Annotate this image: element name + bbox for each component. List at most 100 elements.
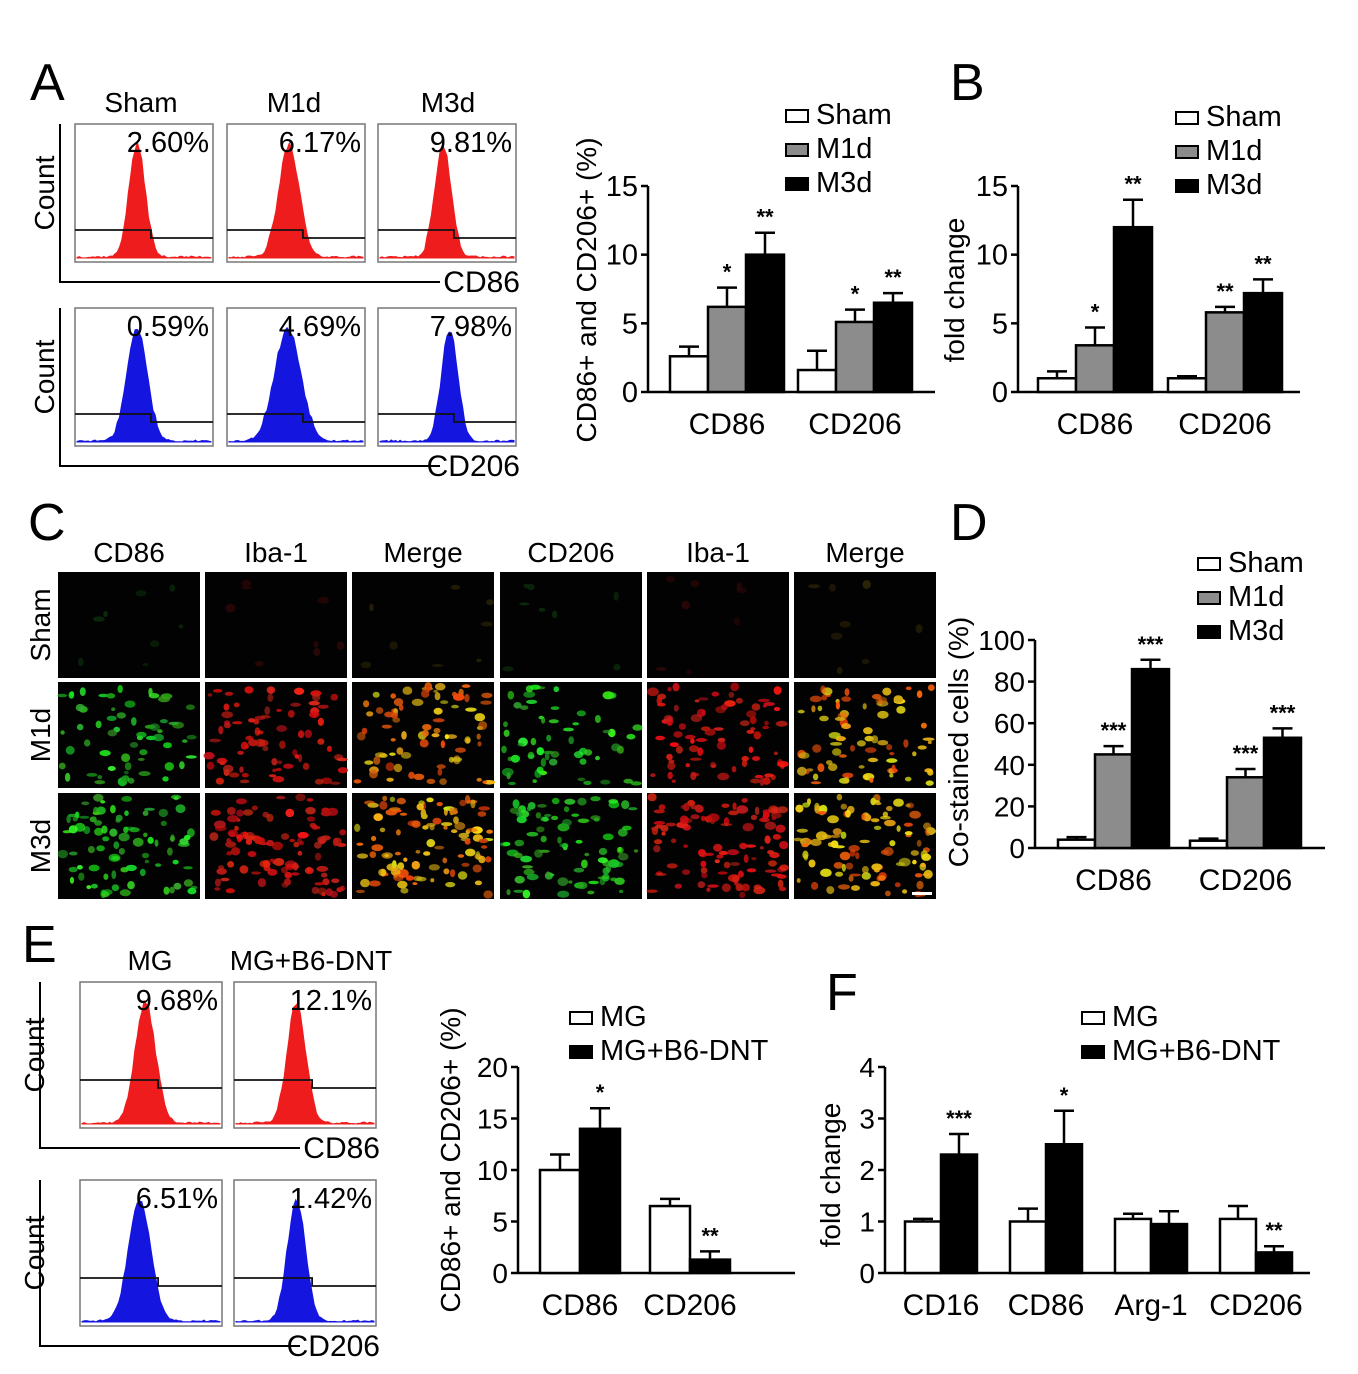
cell-spot xyxy=(748,746,754,753)
cell-spot xyxy=(779,864,789,871)
cell-spot xyxy=(149,640,160,647)
cell-spot xyxy=(730,682,740,692)
cell-spot xyxy=(563,727,574,732)
y-tick-label: 3 xyxy=(859,1104,875,1135)
cell-spot xyxy=(817,763,825,773)
cell-spot xyxy=(158,695,170,703)
cell-spot xyxy=(536,826,545,833)
cell-spot xyxy=(118,848,125,855)
cell-spot xyxy=(529,684,541,690)
cell-spot xyxy=(241,586,253,590)
bar xyxy=(939,1153,979,1275)
cell-spot xyxy=(541,716,546,724)
cell-spot xyxy=(697,747,704,756)
cell-spot xyxy=(514,875,525,884)
cell-spot xyxy=(159,719,168,724)
bar xyxy=(1242,291,1284,394)
cell-spot xyxy=(861,813,866,821)
cell-spot xyxy=(830,632,843,640)
x-category-label: CD206 xyxy=(1178,408,1271,441)
cell-spot xyxy=(716,741,727,750)
cell-spot xyxy=(79,687,86,696)
cell-spot xyxy=(306,798,314,802)
histogram-peak xyxy=(235,1001,375,1125)
cell-spot xyxy=(119,889,131,897)
cell-spot xyxy=(795,804,804,813)
micrograph xyxy=(647,572,789,678)
bar xyxy=(744,253,786,394)
cell-spot xyxy=(155,863,162,867)
cell-spot xyxy=(210,809,221,816)
cell-spot xyxy=(927,769,934,776)
cell-spot xyxy=(179,761,185,770)
cell-spot xyxy=(812,744,822,753)
panel-letter: C xyxy=(28,494,66,552)
cell-spot xyxy=(397,862,405,870)
micrograph xyxy=(794,682,936,788)
cell-spot xyxy=(483,890,493,899)
cell-spot xyxy=(871,863,883,871)
cell-spot xyxy=(206,761,215,770)
cell-spot xyxy=(577,777,586,782)
cell-spot xyxy=(551,797,560,805)
cell-spot xyxy=(78,657,84,667)
cell-spot xyxy=(167,847,173,856)
cell-spot xyxy=(610,877,617,882)
percent-label: 2.60% xyxy=(127,127,209,159)
cell-spot xyxy=(858,765,865,769)
cell-spot xyxy=(568,736,574,745)
cell-spot xyxy=(877,710,889,719)
cell-spot xyxy=(768,860,777,867)
cell-spot xyxy=(810,838,822,847)
cell-spot xyxy=(882,811,889,818)
cell-spot xyxy=(440,740,446,749)
count-axis-label: Count xyxy=(29,155,60,230)
bar xyxy=(1188,839,1229,850)
cell-spot xyxy=(266,839,274,847)
cell-spot xyxy=(754,774,764,779)
cell-spot xyxy=(393,763,403,773)
significance-mark: * xyxy=(723,260,732,285)
cell-spot xyxy=(889,752,895,756)
cell-spot xyxy=(251,805,258,811)
cell-spot xyxy=(386,777,394,782)
cell-spot xyxy=(314,778,324,785)
cell-spot xyxy=(478,838,489,844)
legend-label: Sham xyxy=(1206,101,1282,133)
cell-spot xyxy=(689,757,702,761)
cell-spot xyxy=(389,752,396,756)
cell-spot xyxy=(207,693,213,697)
cell-spot xyxy=(284,878,291,886)
cell-spot xyxy=(718,850,729,856)
cell-spot xyxy=(870,818,880,823)
cell-spot xyxy=(522,889,531,899)
cell-spot xyxy=(889,773,894,778)
cell-spot xyxy=(416,876,427,882)
cell-spot xyxy=(186,734,197,740)
legend-label: M3d xyxy=(1228,615,1284,647)
cell-spot xyxy=(626,733,636,740)
cell-spot xyxy=(445,881,456,888)
cell-spot xyxy=(721,883,731,892)
cell-spot xyxy=(862,866,869,874)
scale-bar xyxy=(912,892,932,895)
cell-spot xyxy=(801,843,809,848)
cell-spot xyxy=(653,845,661,853)
legend-swatch xyxy=(569,1045,593,1059)
cell-spot xyxy=(679,815,689,824)
cell-spot xyxy=(297,730,305,739)
cell-spot xyxy=(480,621,493,627)
bar xyxy=(1166,377,1208,394)
significance-mark: * xyxy=(596,1080,605,1105)
cell-spot xyxy=(305,807,316,815)
cell-spot xyxy=(141,852,150,859)
cell-spot xyxy=(214,878,221,887)
cell-spot xyxy=(916,690,923,698)
legend-label: MG+B6-DNT xyxy=(1112,1035,1281,1067)
image-row-label: M1d xyxy=(25,708,56,762)
micrograph xyxy=(794,572,936,678)
cell-spot xyxy=(111,707,116,711)
y-axis-label: fold change xyxy=(815,1103,846,1248)
cell-spot xyxy=(770,774,776,781)
cell-spot xyxy=(632,724,643,731)
